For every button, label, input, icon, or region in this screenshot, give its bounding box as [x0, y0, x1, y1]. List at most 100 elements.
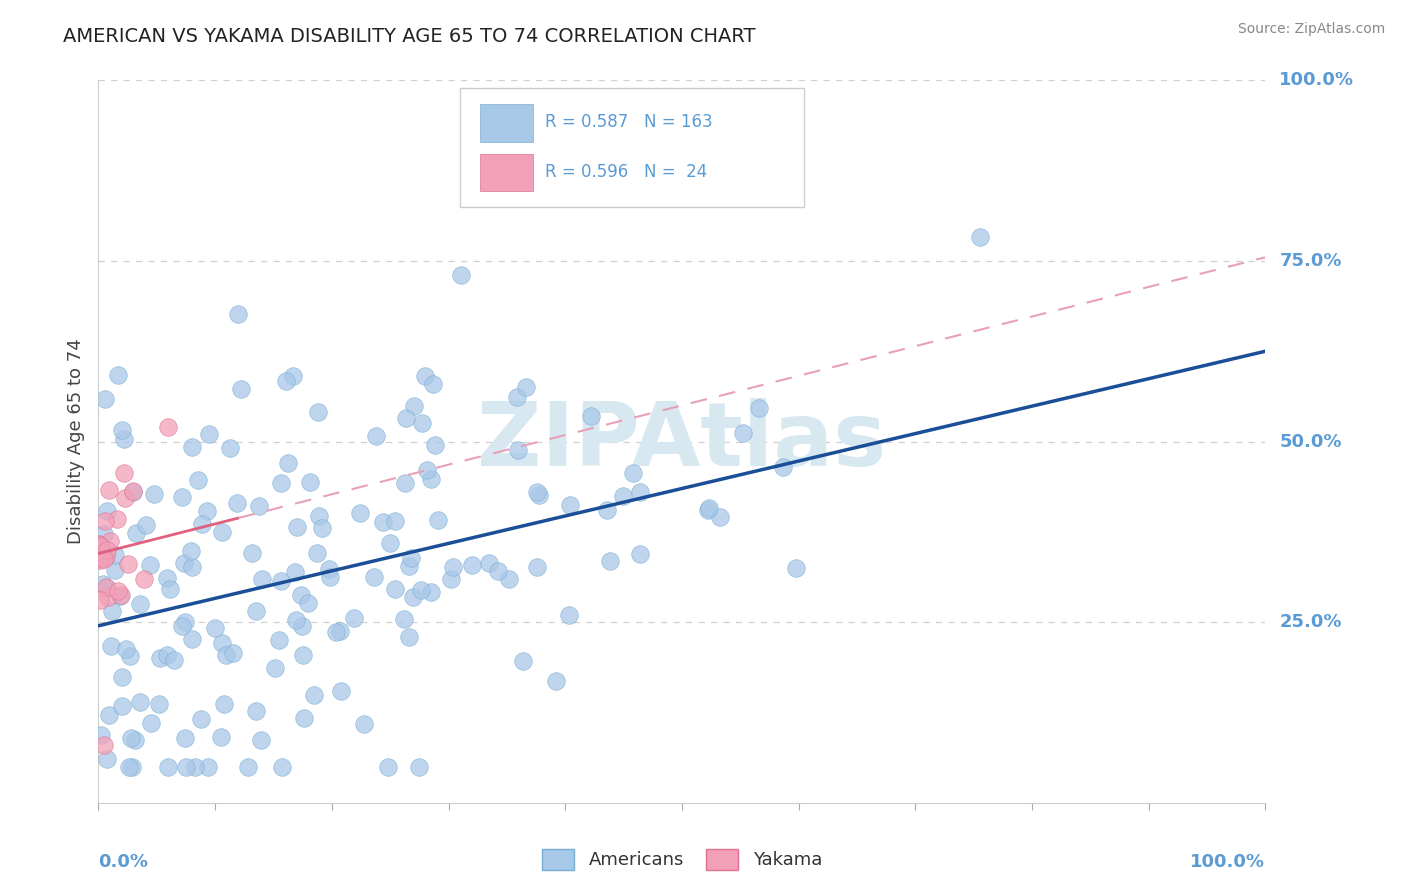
- Point: [156, 571, 179, 585]
- Text: 75.0%: 75.0%: [1279, 252, 1341, 270]
- Point: [599, 554, 621, 568]
- Point: [174, 615, 197, 630]
- Point: [143, 487, 166, 501]
- Text: AMERICAN VS YAKAMA DISABILITY AGE 65 TO 74 CORRELATION CHART: AMERICAN VS YAKAMA DISABILITY AGE 65 TO …: [63, 27, 756, 45]
- Point: [204, 620, 226, 634]
- Point: [94, 392, 117, 407]
- Point: [111, 670, 134, 684]
- Point: [302, 688, 325, 702]
- Point: [612, 489, 634, 503]
- Point: [90, 540, 112, 554]
- Point: [157, 420, 180, 434]
- Point: [281, 369, 304, 384]
- Point: [90, 542, 112, 557]
- Point: [498, 572, 520, 586]
- Point: [170, 490, 193, 504]
- Point: [515, 380, 537, 394]
- Point: [89, 539, 111, 553]
- Point: [94, 514, 117, 528]
- Point: [384, 582, 406, 597]
- Text: 25.0%: 25.0%: [1279, 613, 1341, 632]
- Point: [411, 416, 433, 430]
- Point: [284, 613, 307, 627]
- Point: [135, 517, 157, 532]
- Point: [733, 426, 755, 441]
- Point: [212, 697, 235, 711]
- Point: [785, 561, 807, 575]
- Point: [371, 516, 394, 530]
- Point: [89, 537, 111, 551]
- Point: [120, 731, 142, 746]
- Point: [426, 513, 449, 527]
- Point: [181, 441, 204, 455]
- Point: [450, 268, 472, 283]
- FancyBboxPatch shape: [479, 153, 533, 191]
- Point: [238, 760, 260, 774]
- Point: [174, 760, 197, 774]
- Point: [122, 484, 145, 499]
- Text: 100.0%: 100.0%: [1191, 854, 1265, 871]
- Point: [156, 648, 179, 662]
- Point: [384, 514, 406, 528]
- Point: [121, 484, 143, 499]
- Point: [132, 572, 155, 586]
- Point: [226, 496, 249, 510]
- Point: [190, 712, 212, 726]
- Point: [377, 760, 399, 774]
- Point: [240, 546, 263, 560]
- Point: [402, 399, 425, 413]
- Point: [378, 536, 401, 550]
- Point: [284, 565, 307, 579]
- Point: [319, 570, 342, 584]
- Point: [439, 572, 461, 586]
- Text: R = 0.587   N = 163: R = 0.587 N = 163: [546, 113, 713, 131]
- Point: [96, 752, 118, 766]
- Point: [408, 760, 430, 774]
- Point: [366, 429, 388, 443]
- Point: [343, 611, 366, 625]
- Point: [97, 590, 120, 604]
- Point: [172, 619, 194, 633]
- Point: [110, 588, 132, 602]
- Point: [264, 661, 287, 675]
- Point: [184, 760, 207, 774]
- Point: [579, 409, 602, 423]
- Point: [141, 715, 163, 730]
- Y-axis label: Disability Age 65 to 74: Disability Age 65 to 74: [66, 339, 84, 544]
- Point: [419, 584, 441, 599]
- Point: [394, 612, 416, 626]
- Point: [526, 485, 548, 500]
- Point: [112, 432, 135, 446]
- Point: [120, 649, 142, 664]
- Point: [112, 466, 135, 480]
- Point: [329, 624, 352, 639]
- Point: [748, 401, 770, 415]
- Point: [229, 382, 252, 396]
- Point: [305, 546, 328, 560]
- Point: [93, 551, 115, 566]
- Point: [398, 630, 420, 644]
- Point: [415, 369, 437, 384]
- Point: [596, 502, 619, 516]
- Point: [108, 590, 131, 604]
- Point: [124, 732, 146, 747]
- Point: [298, 475, 321, 489]
- Point: [307, 405, 329, 419]
- Text: R = 0.596   N =  24: R = 0.596 N = 24: [546, 162, 707, 181]
- Point: [211, 636, 233, 650]
- Point: [461, 558, 484, 573]
- Point: [110, 424, 132, 438]
- Point: [292, 711, 315, 725]
- Point: [211, 525, 233, 540]
- Point: [508, 442, 530, 457]
- Point: [394, 475, 416, 490]
- Point: [121, 760, 143, 774]
- Point: [699, 501, 721, 516]
- Point: [222, 646, 245, 660]
- Point: [129, 597, 152, 611]
- Point: [100, 640, 122, 654]
- Point: [621, 466, 644, 480]
- Point: [290, 588, 312, 602]
- Point: [398, 559, 420, 574]
- Point: [311, 521, 333, 535]
